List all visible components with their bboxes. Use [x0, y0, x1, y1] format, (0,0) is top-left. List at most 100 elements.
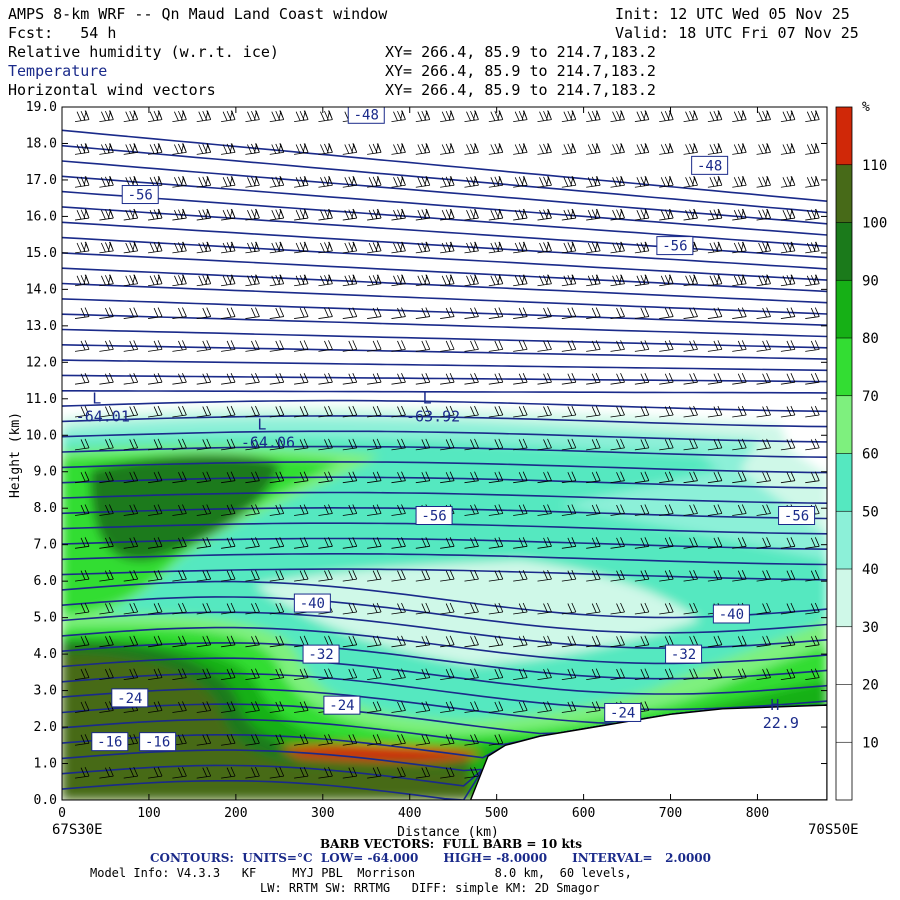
wind-barb [148, 405, 163, 418]
wind-barb [318, 373, 333, 385]
wind-barb [756, 602, 771, 615]
wind-barb [415, 602, 431, 615]
wind-barb [269, 241, 285, 254]
wind-barb [586, 405, 601, 418]
wind-barb [488, 504, 504, 516]
wind-barb [732, 569, 747, 582]
wind-barb [659, 504, 674, 516]
wind-barb [99, 175, 114, 188]
colorbar-unit: % [862, 100, 870, 115]
temperature-label-box [665, 644, 703, 664]
wind-barb [245, 373, 260, 385]
wind-barb [780, 307, 796, 319]
wind-barb [464, 340, 479, 352]
wind-barb [537, 307, 552, 319]
wind-barb [391, 438, 406, 451]
wind-barb [537, 701, 552, 713]
wind-barb [148, 110, 163, 122]
wind-barb [172, 340, 187, 352]
wind-barb [74, 766, 90, 779]
wind-barb [634, 569, 650, 582]
wind-barb [342, 734, 358, 746]
wind-barb [221, 208, 236, 221]
wind-barb [440, 340, 455, 352]
wind-barb [74, 274, 90, 287]
wind-barb [464, 602, 479, 615]
wind-barb [415, 373, 431, 385]
wind-barb [172, 175, 187, 188]
wind-barb [805, 175, 820, 188]
y-tick-label: 0.0 [34, 793, 57, 808]
wind-barb [537, 504, 552, 516]
wind-barb [196, 110, 212, 122]
barb-legend: BARB VECTORS: FULL BARB = 10 kts [320, 837, 583, 851]
wind-barb [756, 373, 771, 385]
wind-barb [756, 175, 771, 188]
colorbar-tick-label: 60 [862, 447, 879, 463]
wind-barb [148, 635, 163, 648]
wind-barb [488, 734, 504, 746]
wind-barb [488, 668, 504, 681]
wind-barb [805, 143, 820, 155]
rh-colorbar: 10 20 30 40 50 60 70 80 90 100 110% [835, 100, 887, 801]
forecast-hour: Fcst: 54 h [8, 24, 117, 42]
wind-barb [610, 274, 625, 287]
wind-barb [269, 438, 285, 451]
wind-barb [756, 635, 771, 648]
temperature-contour-line [62, 374, 827, 383]
temperature-label: -40 [300, 596, 325, 612]
wind-barb [780, 340, 796, 352]
wind-barb [391, 241, 406, 254]
wind-barb [342, 241, 358, 254]
x-axis: 0 100 200 300 400 500 600 700 800 [58, 107, 769, 821]
wind-barb [464, 405, 479, 418]
wind-barb [756, 143, 771, 155]
wind-barb [659, 373, 674, 385]
wind-barb [634, 504, 650, 516]
wind-barb [221, 438, 236, 451]
wind-barb [780, 208, 796, 221]
wind-barb [342, 143, 358, 155]
wind-barb [221, 307, 236, 319]
wind-barb [148, 274, 163, 287]
wind-barb [294, 307, 309, 319]
wind-barb [123, 537, 139, 549]
wind-barb [488, 635, 504, 648]
wind-barb [269, 208, 285, 221]
wind-barb [148, 373, 163, 385]
colorbar-segment [836, 164, 852, 223]
wind-barb [659, 668, 674, 681]
wind-barb [415, 143, 431, 155]
wind-barb [659, 569, 674, 582]
temperature-contour-line [62, 328, 827, 349]
wind-barb [780, 274, 796, 287]
wind-barb [294, 668, 309, 681]
y-tick-label: 11.0 [26, 392, 57, 407]
wind-barb [391, 766, 406, 779]
wind-barb [732, 274, 747, 287]
wind-barb [440, 438, 455, 451]
wind-barb [415, 438, 431, 451]
temperature-contour-line [62, 430, 827, 443]
wind-barb [221, 701, 236, 713]
wind-barb [99, 307, 114, 319]
wind-barb [634, 143, 650, 155]
colorbar-segment [836, 569, 852, 627]
wind-barb [196, 438, 212, 451]
wind-barb [367, 274, 382, 287]
wind-barb [537, 110, 552, 122]
wind-barb [294, 340, 309, 352]
wind-barb [634, 471, 650, 484]
xy-range-temperature: XY= 266.4, 85.9 to 214.7,183.2 [385, 62, 656, 80]
wind-barb [561, 504, 577, 516]
wind-barb [318, 734, 333, 746]
wind-barb [756, 340, 771, 352]
wind-barb [245, 602, 260, 615]
wind-barb [123, 668, 139, 681]
temperature-contour-line [62, 313, 827, 338]
wind-barb [586, 110, 601, 122]
wind-barb [99, 274, 114, 287]
temperature-contour-line [62, 476, 827, 489]
wind-barb [756, 110, 771, 122]
temperature-label: -40 [719, 607, 744, 623]
